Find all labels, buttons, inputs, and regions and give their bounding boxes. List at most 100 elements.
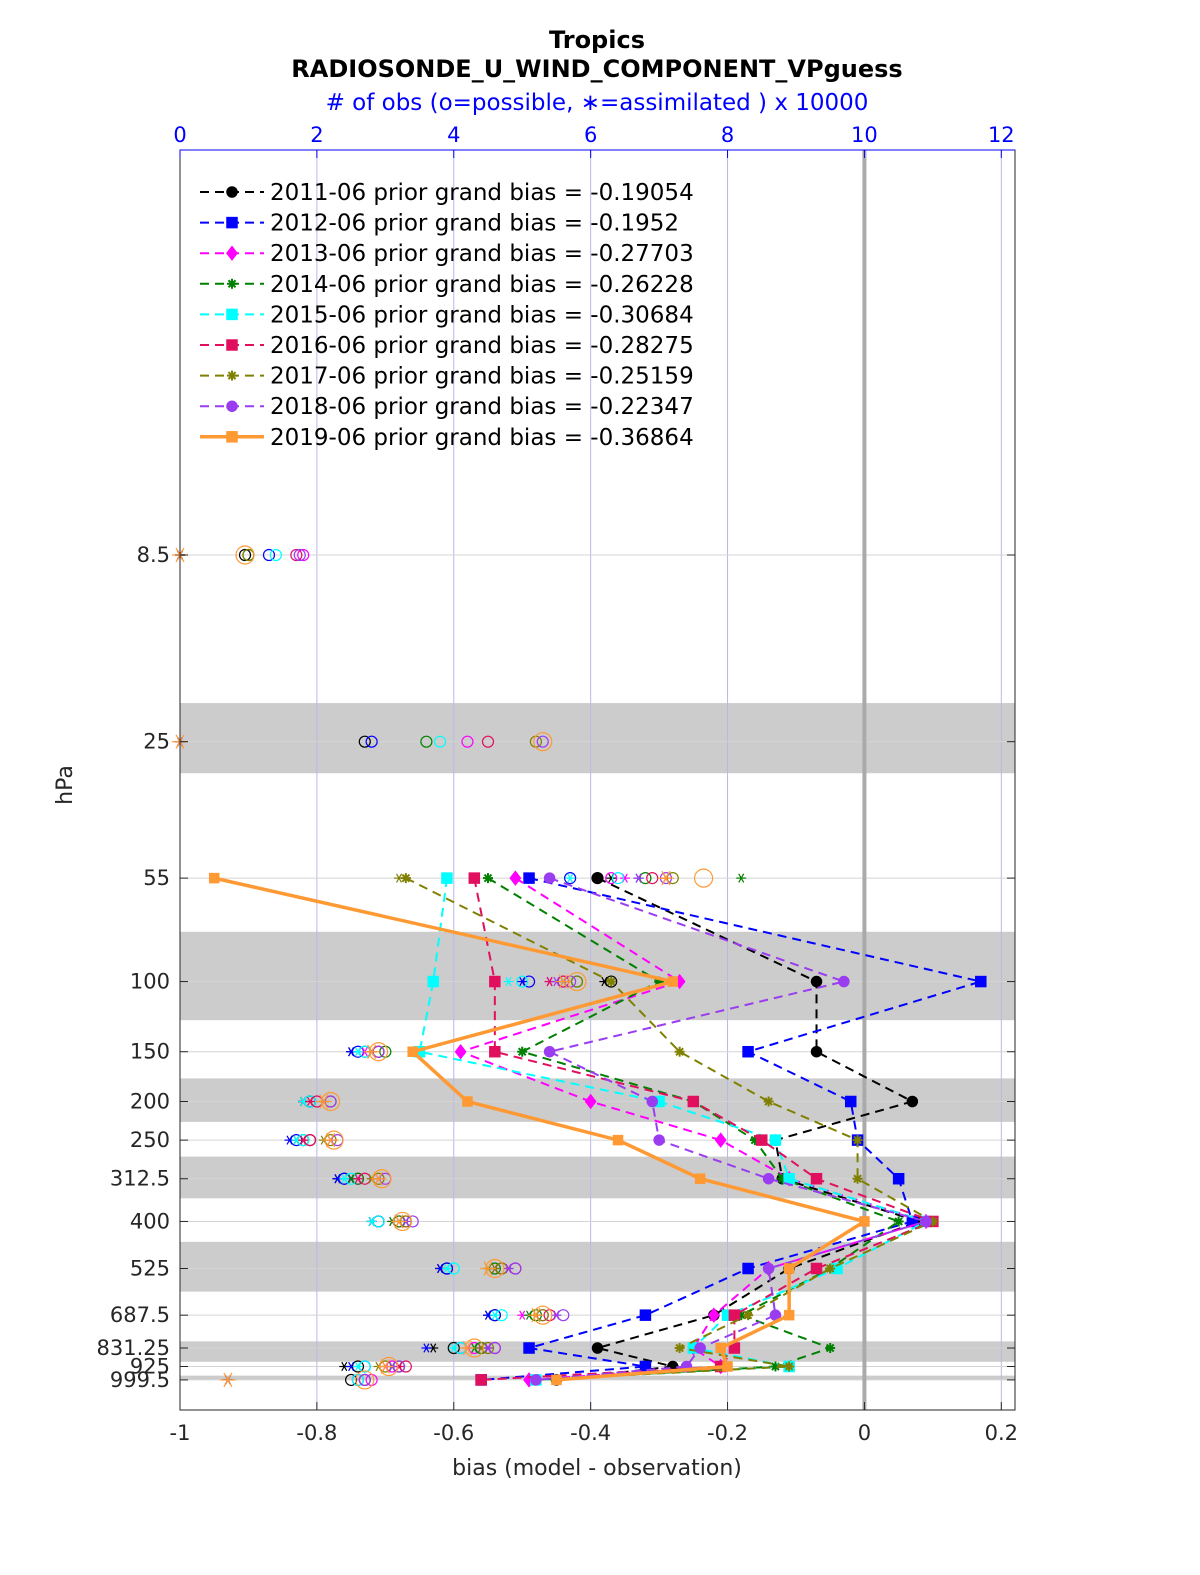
obs-possible-marker xyxy=(269,548,282,562)
top-tick-label: 8 xyxy=(721,123,734,147)
obs-possible-marker xyxy=(481,735,495,748)
shaded-layer xyxy=(180,1156,1015,1199)
bias-point xyxy=(743,1310,754,1321)
obs-assimilated-marker xyxy=(606,873,617,883)
asterisk-stroke xyxy=(483,1261,493,1276)
bias-point xyxy=(584,1093,597,1110)
star-marker-stroke xyxy=(227,279,237,289)
obs-assimilated-marker xyxy=(482,1343,493,1353)
obs-assimilated-marker xyxy=(315,1094,332,1109)
asterisk-stroke xyxy=(558,974,568,989)
obs-assimilated-marker xyxy=(459,1340,476,1356)
obs-possible-marker xyxy=(358,735,371,748)
obs-possible-marker xyxy=(533,732,553,752)
obs-possible-marker xyxy=(262,548,276,562)
asterisk-stroke xyxy=(443,1263,450,1274)
bias-point xyxy=(707,1307,720,1323)
bias-point xyxy=(742,1045,754,1058)
x-tick-label: 0 xyxy=(858,1421,871,1445)
legend-marker xyxy=(226,400,238,412)
bias-point xyxy=(762,1172,775,1185)
asterisk-stroke xyxy=(430,1343,437,1353)
bias-point xyxy=(769,1134,782,1146)
obs-possible-marker xyxy=(646,872,659,885)
top-tick-label: 4 xyxy=(447,123,460,147)
obs-assimilated-marker xyxy=(352,1361,363,1372)
y-tick-label: 25 xyxy=(143,730,170,754)
bias-point xyxy=(844,1095,857,1108)
asterisk-stroke xyxy=(307,1096,314,1107)
asterisk-stroke xyxy=(531,1307,541,1323)
obs-assimilated-marker xyxy=(503,976,514,987)
obs-possible-marker xyxy=(564,872,577,885)
bias-point xyxy=(208,872,220,884)
asterisk-stroke xyxy=(367,1044,377,1059)
obs-assimilated-marker xyxy=(377,1359,394,1374)
legend-entry: 2017-06 prior grand bias = -0.25159 xyxy=(270,364,694,390)
asterisk-stroke xyxy=(354,1047,361,1057)
obs-assimilated-marker xyxy=(479,1261,496,1276)
y-tick-label: 100 xyxy=(130,970,170,994)
asterisk-stroke xyxy=(738,873,745,883)
bias-point xyxy=(454,1043,467,1060)
star-marker-stroke xyxy=(784,1362,794,1371)
y-tick-label: 687.5 xyxy=(110,1303,170,1327)
star-marker-stroke xyxy=(743,1310,753,1320)
bias-point xyxy=(694,1173,706,1184)
bias-point xyxy=(825,1263,836,1274)
bias-point xyxy=(714,1132,727,1148)
bias-point xyxy=(920,1215,932,1228)
legend-marker xyxy=(226,186,238,198)
asterisk-stroke xyxy=(380,1359,390,1374)
bias-point xyxy=(722,1361,733,1372)
obs-possible-marker xyxy=(355,1370,375,1390)
bias-point xyxy=(530,1374,542,1386)
obs-assimilated-marker xyxy=(565,873,576,883)
obs-assimilated-marker xyxy=(352,1174,363,1184)
bias-point xyxy=(523,1342,535,1354)
obs-possible-marker xyxy=(693,868,714,888)
obs-assimilated-marker xyxy=(352,1047,363,1057)
bias-point xyxy=(687,1095,700,1108)
asterisk-stroke xyxy=(505,976,512,987)
star-marker-stroke xyxy=(517,1047,527,1056)
obs-assimilated-marker xyxy=(219,1372,236,1388)
shaded-layer xyxy=(180,703,1015,774)
asterisk-stroke xyxy=(373,1171,384,1186)
star-marker-stroke xyxy=(894,1217,903,1226)
asterisk-stroke xyxy=(519,1310,526,1320)
obs-assimilated-marker xyxy=(527,1307,544,1323)
bias-point xyxy=(810,1172,823,1185)
asterisk-stroke xyxy=(223,1372,233,1388)
legend-marker xyxy=(226,216,238,229)
star-marker-stroke xyxy=(483,873,493,883)
y-tick-label: 999.5 xyxy=(110,1368,170,1392)
series-line xyxy=(481,877,985,1381)
legend-marker xyxy=(227,370,237,381)
obs-assimilated-marker xyxy=(363,1044,380,1059)
obs-assimilated-marker xyxy=(391,1214,408,1229)
asterisk-stroke xyxy=(394,1214,404,1229)
obs-possible-marker xyxy=(570,975,584,988)
shaded-layers xyxy=(180,703,1015,1380)
obs-assimilated-marker xyxy=(503,1263,514,1274)
x-tick-label: -0.8 xyxy=(296,1421,337,1445)
legend-entry: 2019-06 prior grand bias = -0.36864 xyxy=(270,425,694,451)
obs-assimilated-marker xyxy=(517,976,528,987)
y-axis-label: hPa xyxy=(53,765,78,805)
asterisk-stroke xyxy=(354,1174,361,1184)
top-tick-label: 6 xyxy=(584,123,597,147)
obs-possible-marker xyxy=(345,1373,358,1387)
y-tick-label: 55 xyxy=(143,866,170,890)
bias-point xyxy=(653,1134,665,1146)
star-marker-stroke xyxy=(675,1343,684,1353)
asterisk-stroke xyxy=(484,1310,492,1320)
obs-assimilated-marker xyxy=(339,1174,350,1184)
asterisk-stroke xyxy=(354,1361,361,1372)
bias-point xyxy=(838,975,850,988)
asterisk-stroke xyxy=(462,1340,472,1356)
obs-assimilated-marker xyxy=(633,873,644,883)
bias-point xyxy=(852,1135,863,1146)
legend: 2011-06 prior grand bias = -0.19054 2012-… xyxy=(200,180,694,451)
legend-entry: 2011-06 prior grand bias = -0.19054 xyxy=(270,180,694,206)
